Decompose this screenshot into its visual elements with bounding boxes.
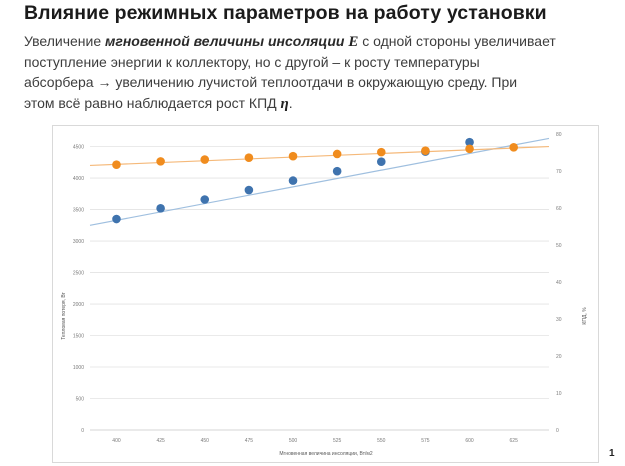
y-tick-label: 2500 — [73, 271, 84, 277]
series-1-point — [200, 195, 210, 204]
y2-tick-label: 20 — [556, 354, 562, 360]
chart-svg: 0 500 1000 1500 2000 2500 3000 3500 4000 4500 0 10 2… — [61, 132, 588, 457]
series-2-point — [244, 153, 254, 162]
series-2-point — [112, 160, 121, 170]
y-tick-label: 3500 — [73, 208, 84, 214]
y2-tick-label: 30 — [556, 317, 562, 323]
series-2-point — [332, 149, 342, 159]
y2-tick-label: 60 — [556, 206, 562, 212]
series-1-point — [288, 176, 298, 185]
y2-tick-label: 40 — [556, 280, 562, 286]
chart-container: 0 500 1000 1500 2000 2500 3000 3500 4000 4500 0 10 2… — [52, 125, 599, 463]
chart-ticks: 0 500 1000 1500 2000 2500 3000 3500 4000 4500 0 10 2… — [73, 132, 562, 444]
y2-tick-label: 70 — [556, 169, 562, 175]
y2-tick-label: 0 — [556, 428, 559, 434]
text-fragment: Увеличение — [24, 33, 106, 49]
y-axis-label: Тепловая потеря, Вт — [61, 292, 67, 340]
paragraph-line-1: Увеличение мгновенной величины инсоляции… — [24, 31, 624, 52]
paragraph-line-4: этом всё равно наблюдается рост КПД η. — [24, 93, 624, 114]
x-axis-label: Мгновенная величина инсоляции, Вт/м2 — [279, 451, 372, 457]
y-tick-label: 1500 — [73, 334, 84, 340]
x-tick-label: 600 — [465, 438, 474, 444]
x-tick-label: 625 — [510, 438, 519, 444]
x-tick-label: 450 — [201, 438, 210, 444]
x-tick-label: 575 — [421, 438, 430, 444]
paragraph-line-3: абсорбера → увеличению лучистой теплоотд… — [24, 72, 624, 92]
chart-trendlines — [89, 137, 550, 226]
emphasis-insolation: мгновенной величины инсоляции — [105, 33, 345, 49]
y2-tick-label: 50 — [556, 243, 562, 249]
arrow-right-icon: → — [97, 74, 112, 91]
y2-tick-label: 10 — [556, 391, 562, 397]
x-tick-label: 400 — [112, 438, 121, 444]
y2-axis-label: КПД, % — [582, 307, 588, 325]
y-tick-label: 500 — [76, 397, 85, 403]
series-2-point — [156, 157, 165, 166]
series-2-point — [421, 146, 430, 155]
chart-grid — [90, 146, 549, 431]
series-1-point — [332, 166, 342, 176]
chart-points — [112, 137, 518, 224]
series-2-point — [376, 147, 386, 157]
x-tick-label: 500 — [289, 438, 298, 444]
page-number: 1 — [609, 448, 615, 459]
y-tick-label: 4500 — [73, 145, 84, 151]
x-tick-label: 475 — [245, 438, 254, 444]
slide-title: Влияние режимных параметров на работу ус… — [24, 2, 547, 24]
symbol-e: E — [348, 34, 359, 50]
symbol-eta: η — [280, 95, 289, 112]
paragraph-line-2: поступление энергии к коллектору, но с д… — [24, 54, 480, 71]
y-tick-label: 3000 — [73, 239, 84, 245]
text-fragment: . — [288, 94, 293, 111]
series-2-point — [509, 143, 518, 152]
y-tick-label: 1000 — [73, 365, 84, 371]
series-1-point — [244, 185, 254, 195]
text-fragment: абсорбера — [24, 74, 98, 91]
text-fragment: с одной стороны увеличивает — [358, 33, 556, 49]
y2-tick-label: 80 — [556, 132, 562, 138]
x-tick-label: 425 — [156, 438, 165, 444]
series-1-point — [112, 214, 121, 224]
series-2-point — [288, 151, 298, 161]
y-tick-label: 0 — [81, 428, 84, 434]
slide-paragraph: Увеличение мгновенной величины инсоляции… — [24, 31, 624, 114]
x-tick-label: 550 — [377, 438, 386, 444]
series-1-point — [156, 204, 165, 213]
series-2-point — [465, 144, 474, 154]
y-tick-label: 2000 — [73, 302, 84, 308]
x-tick-label: 525 — [333, 438, 342, 444]
text-fragment: этом всё равно наблюдается рост КПД — [24, 94, 281, 111]
series-2-point — [200, 155, 210, 164]
series-1-point — [465, 137, 474, 147]
y-tick-label: 4000 — [73, 176, 84, 182]
series-1-point — [376, 157, 386, 167]
text-fragment: увеличению лучистой теплоотдачи в окружа… — [111, 74, 518, 91]
series-1-trendline — [89, 137, 550, 226]
